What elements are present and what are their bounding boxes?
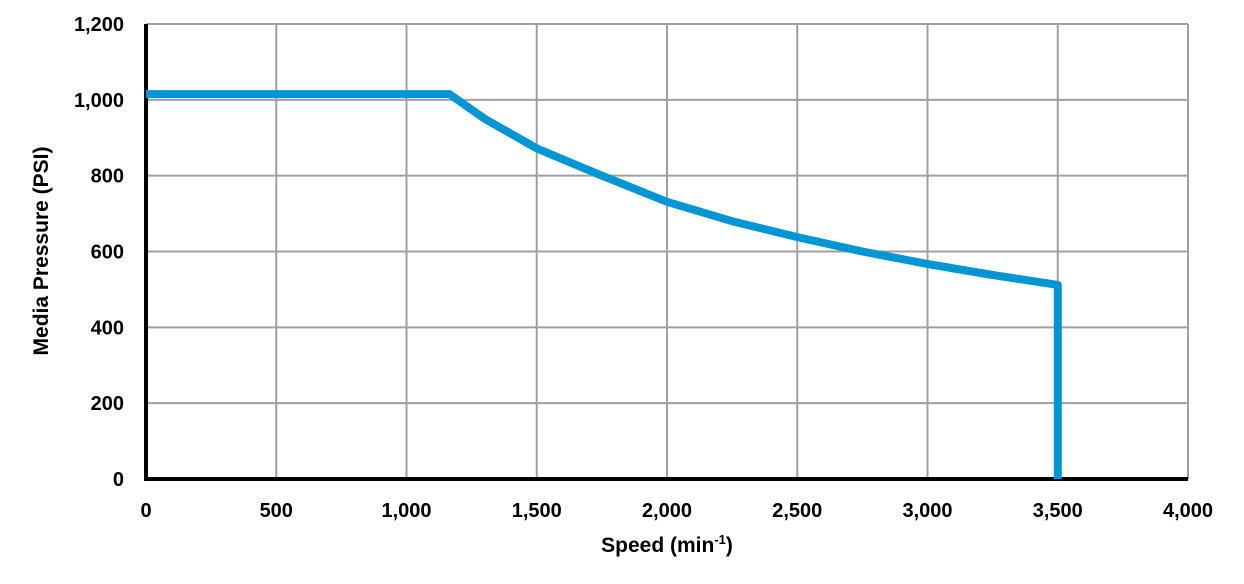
y-tick-label: 800 — [91, 166, 124, 188]
x-tick-label: 3,000 — [902, 500, 952, 522]
grid-lines — [146, 23, 1189, 479]
data-series — [146, 90, 1062, 479]
y-tick-label: 1,200 — [74, 14, 124, 36]
pressure-curve — [146, 90, 1062, 479]
x-tick-label: 3,500 — [1033, 500, 1083, 522]
y-tick-label: 200 — [91, 393, 124, 415]
y-axis-tick-labels: 0 200 400 600 800 1,000 1,200 — [74, 14, 124, 491]
x-tick-label: 1,500 — [512, 500, 562, 522]
x-axis-tick-labels: 0 500 1,000 1,500 2,000 2,500 3,000 3,500 4,000 — [140, 500, 1213, 522]
y-tick-label: 400 — [91, 317, 124, 339]
x-tick-label: 2,000 — [642, 500, 692, 522]
y-tick-label: 0 — [113, 469, 124, 491]
x-tick-label: 500 — [260, 500, 293, 522]
y-axis-title: Media Pressure (PSI) — [30, 147, 53, 356]
x-tick-label: 0 — [140, 500, 151, 522]
x-axis-title: Speed (min-1) — [601, 532, 733, 557]
y-tick-label: 600 — [91, 242, 124, 264]
x-tick-label: 2,500 — [772, 500, 822, 522]
x-tick-label: 4,000 — [1163, 500, 1213, 522]
axes — [144, 24, 1188, 481]
y-tick-label: 1,000 — [74, 90, 124, 112]
x-tick-label: 1,000 — [381, 500, 431, 522]
